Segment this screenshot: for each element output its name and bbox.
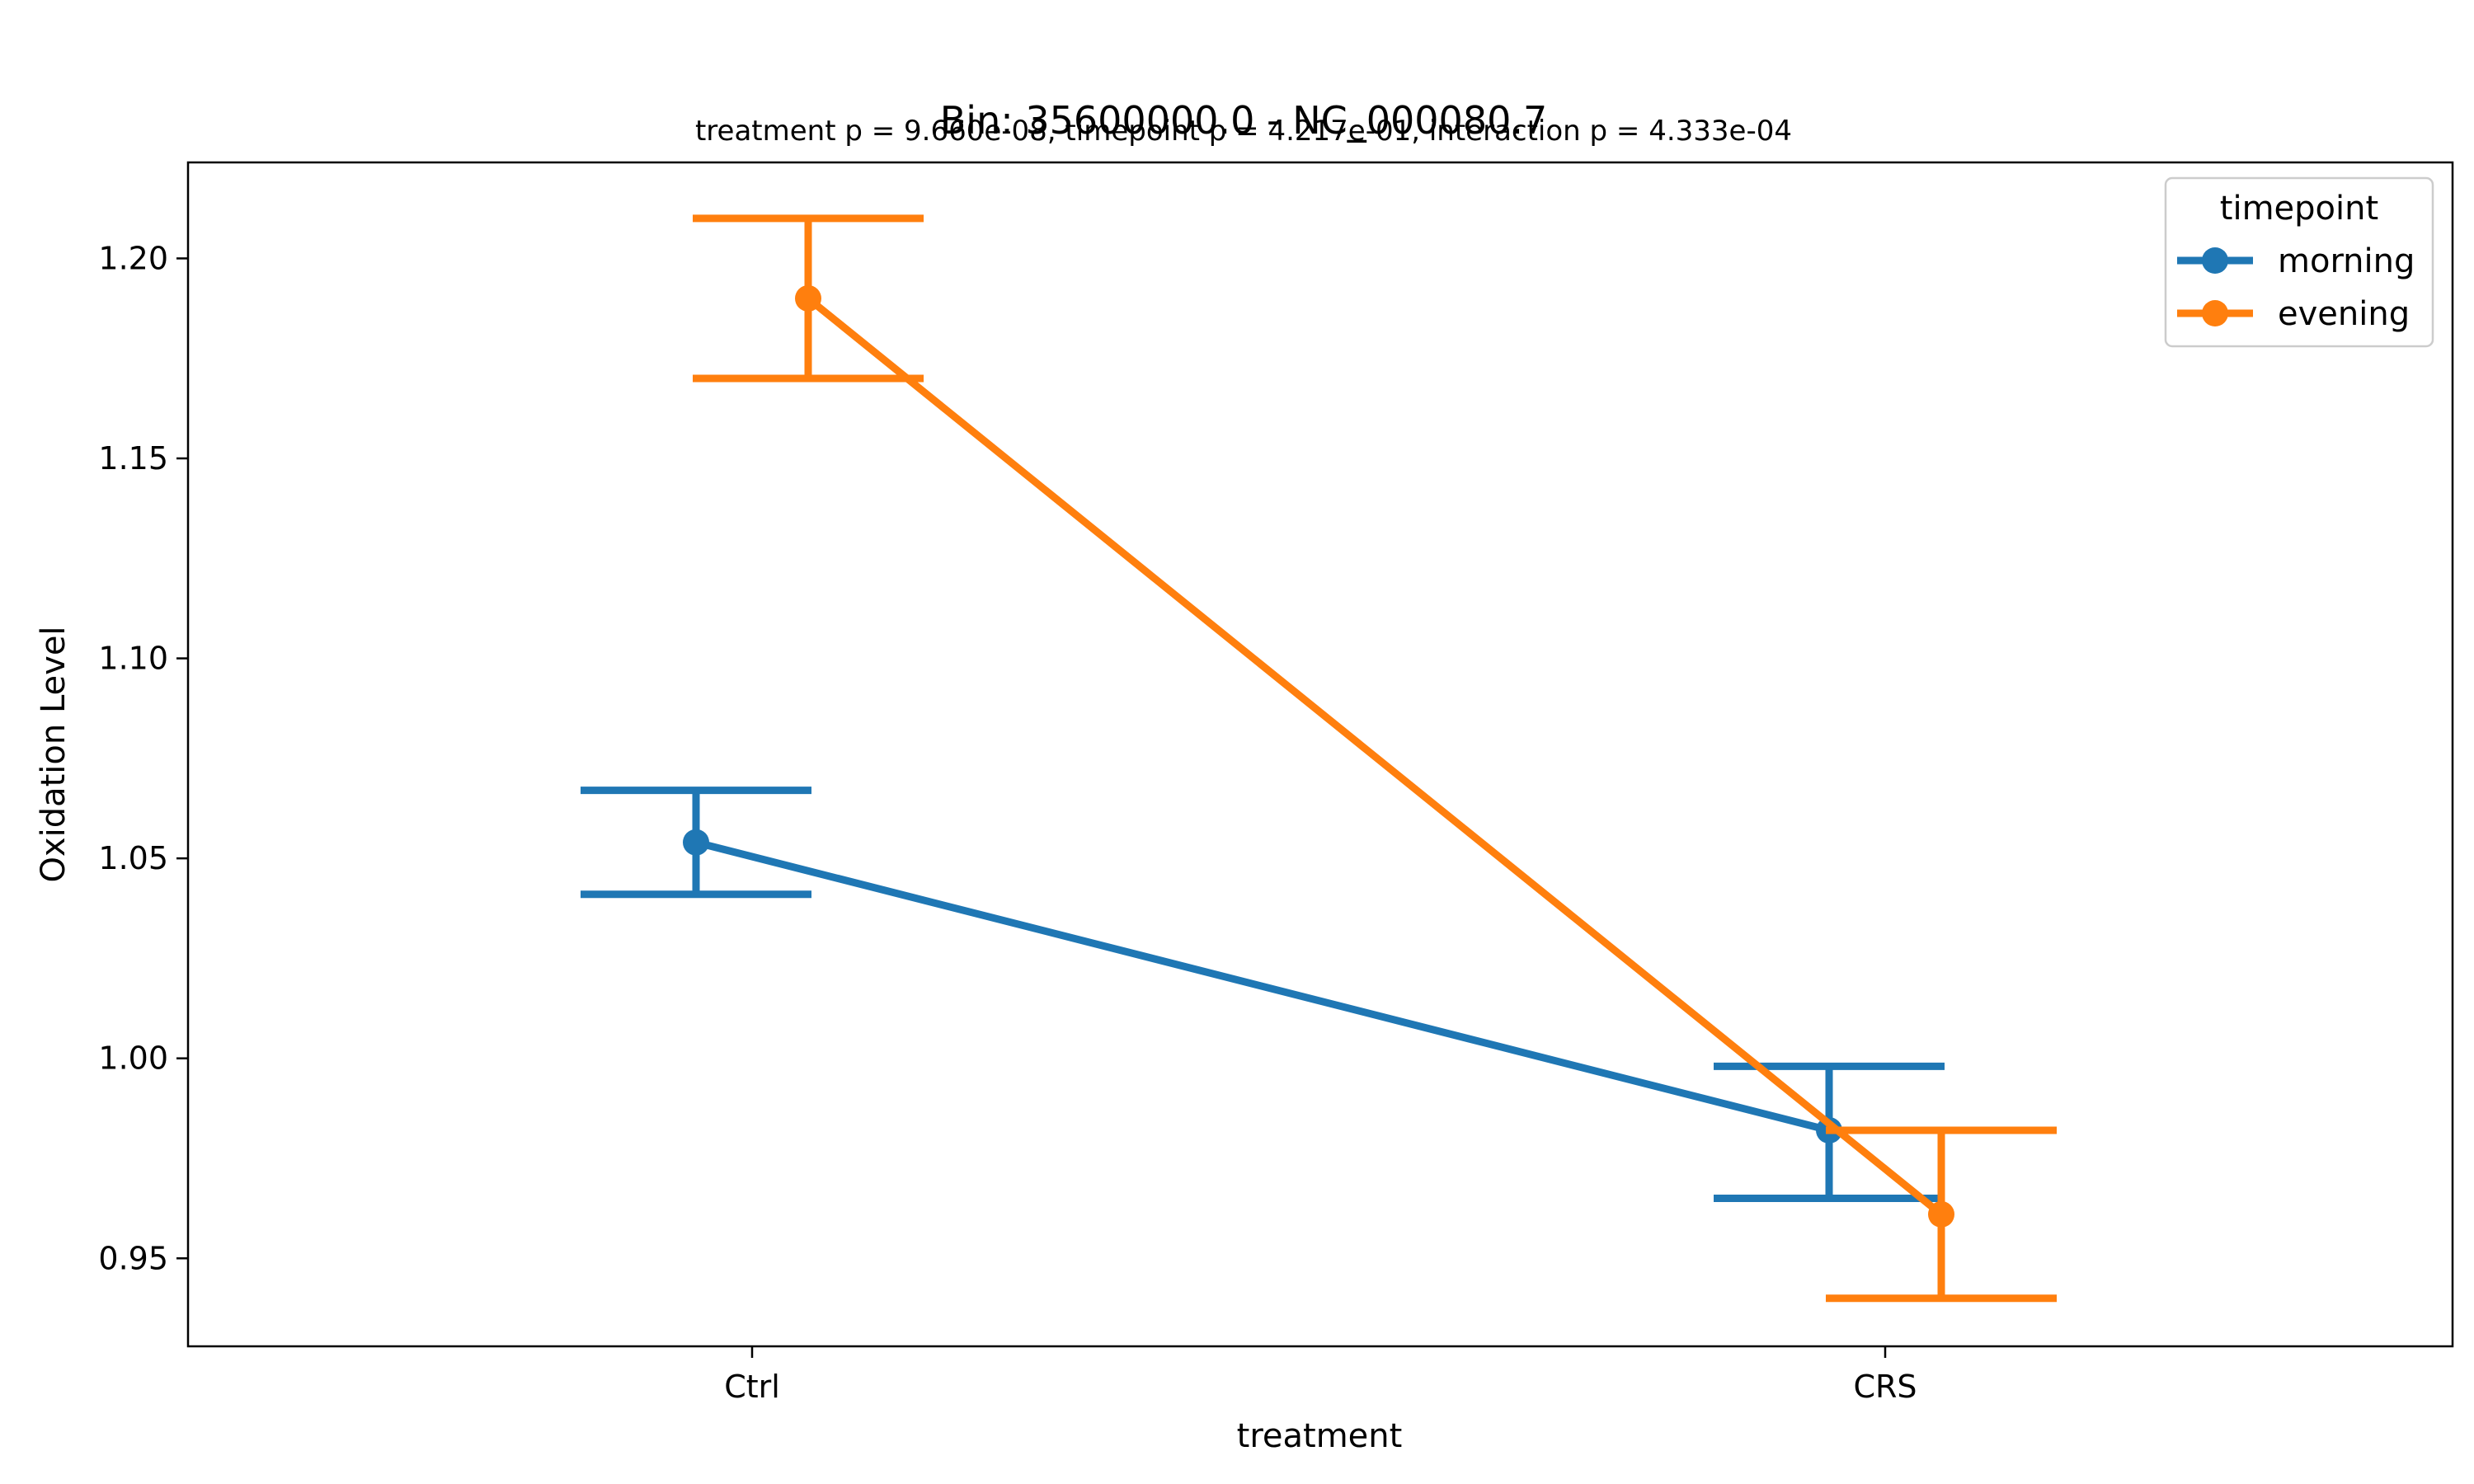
legend-label-morning: morning	[2278, 242, 2415, 280]
x-tick-label: Ctrl	[724, 1369, 780, 1405]
legend-swatch-marker-morning	[2202, 247, 2228, 274]
legend: timepoint morning evening	[2164, 176, 2434, 348]
series-layer	[581, 214, 2057, 1303]
y-tick-label: 1.10	[98, 641, 168, 677]
chart-title: Bin: 35600000.0 - NC_000080.7	[940, 98, 1548, 143]
series-evening	[693, 214, 2057, 1303]
point-evening	[795, 284, 821, 312]
y-tick-label: 0.95	[98, 1240, 168, 1276]
legend-box	[2164, 176, 2434, 348]
point-morning	[683, 829, 709, 856]
y-tick-label: 1.20	[98, 240, 168, 276]
legend-label-evening: evening	[2278, 295, 2410, 333]
plot-area-frame	[186, 161, 2454, 1348]
y-tick-label: 1.15	[98, 440, 168, 477]
y-tick-label: 1.00	[98, 1040, 168, 1077]
y-tick-label: 1.05	[98, 840, 168, 876]
x-axis: Ctrl CRS	[724, 1346, 1917, 1405]
y-axis-label: Oxidation Level	[35, 626, 73, 882]
legend-swatch-marker-evening	[2202, 300, 2228, 326]
x-axis-label: treatment	[1237, 1417, 1403, 1455]
legend-title: timepoint	[2220, 190, 2378, 228]
point-evening	[1928, 1200, 1954, 1228]
y-axis: 0.95 1.00 1.05 1.10 1.15 1.20	[98, 240, 188, 1276]
series-line-evening	[806, 295, 1944, 1218]
chart-subtitle: treatment p = 9.660e-08, timepoint p = 4…	[695, 115, 1792, 148]
x-tick-label: CRS	[1853, 1369, 1917, 1405]
series-morning	[581, 787, 1945, 1202]
series-line-morning	[694, 838, 1831, 1134]
